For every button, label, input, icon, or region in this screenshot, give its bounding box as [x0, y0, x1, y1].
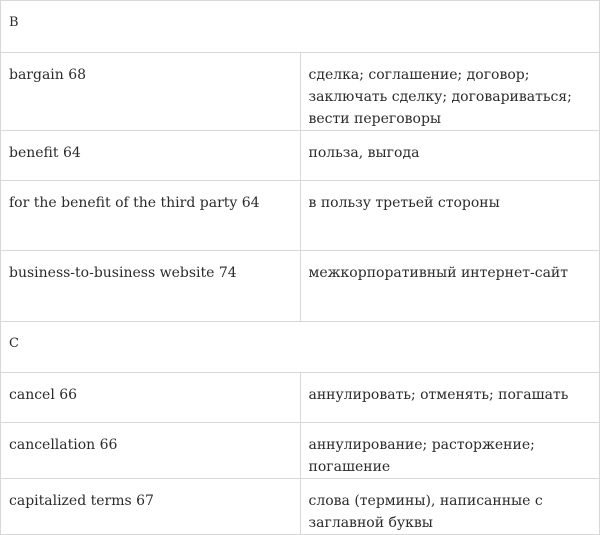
- translation-cell: аннулирование; расторжение; погашение: [299, 422, 600, 479]
- table-row: business-to-business website 74 межкорпор…: [0, 250, 600, 322]
- section-header-row: B: [0, 0, 600, 53]
- term-cell: cancel 66: [0, 372, 301, 423]
- translation-cell: межкорпоративный интернет-сайт: [299, 250, 600, 322]
- term-cell: bargain 68: [0, 52, 301, 131]
- section-letter: B: [0, 0, 600, 53]
- table-row: capitalized terms 67 слова (термины), нап…: [0, 478, 600, 535]
- table-row: for the benefit of the third party 64 в п…: [0, 180, 600, 251]
- section-header-row: C: [0, 321, 600, 373]
- table-row: cancellation 66 аннулирование; расторжени…: [0, 422, 600, 479]
- table-row: cancel 66 аннулировать; отменять; погашат…: [0, 372, 600, 423]
- section-letter: C: [0, 321, 600, 373]
- term-cell: capitalized terms 67: [0, 478, 301, 535]
- term-cell: for the benefit of the third party 64: [0, 180, 301, 251]
- term-cell: business-to-business website 74: [0, 250, 301, 322]
- translation-cell: аннулировать; отменять; погашать: [299, 372, 600, 423]
- translation-cell: сделка; соглашение; договор; заключать с…: [299, 52, 600, 131]
- term-cell: cancellation 66: [0, 422, 301, 479]
- term-cell: benefit 64: [0, 130, 301, 181]
- translation-cell: в пользу третьей стороны: [299, 180, 600, 251]
- table-row: benefit 64 польза, выгода: [0, 130, 600, 181]
- table-row: bargain 68 сделка; соглашение; договор; з…: [0, 52, 600, 131]
- translation-cell: слова (термины), написанные с заглавной …: [299, 478, 600, 535]
- translation-cell: польза, выгода: [299, 130, 600, 181]
